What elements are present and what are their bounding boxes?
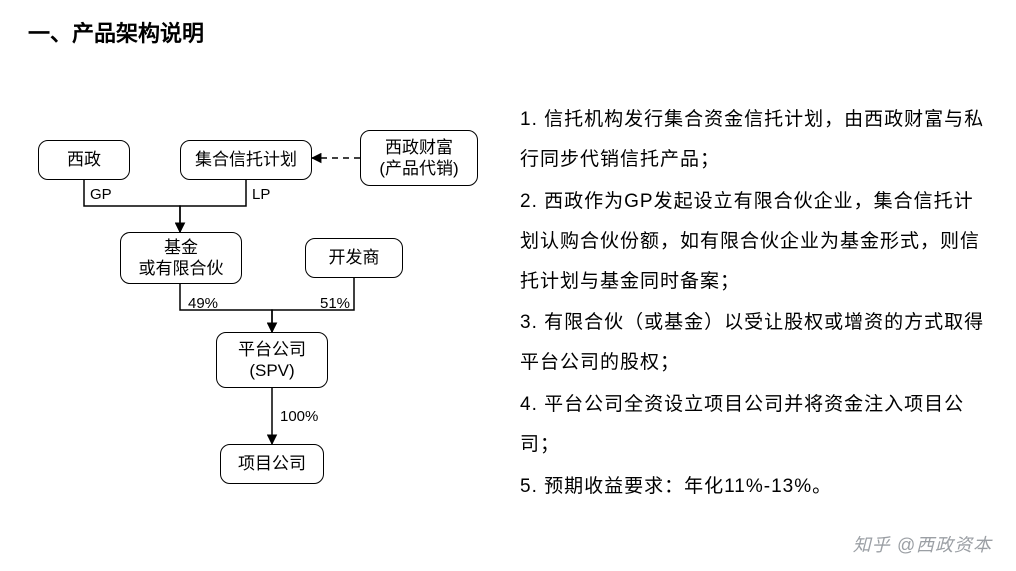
paragraph-1: 1. 信托机构发行集合资金信托计划，由西政财富与私行同步代销信托产品； bbox=[520, 100, 990, 180]
description-list: 1. 信托机构发行集合资金信托计划，由西政财富与私行同步代销信托产品；2. 西政… bbox=[520, 100, 990, 509]
paragraph-5: 5. 预期收益要求：年化11%-13%。 bbox=[520, 467, 990, 507]
edge-label-dev-spv: 51% bbox=[320, 295, 350, 312]
node-fund: 基金或有限合伙 bbox=[120, 232, 242, 284]
edge-label-trust-fund: LP bbox=[252, 186, 270, 203]
node-wealth: 西政财富(产品代销) bbox=[360, 130, 478, 186]
node-xizheng: 西政 bbox=[38, 140, 130, 180]
edge-label-spv-proj: 100% bbox=[280, 408, 318, 425]
node-proj: 项目公司 bbox=[220, 444, 324, 484]
paragraph-2: 2. 西政作为GP发起设立有限合伙企业，集合信托计划认购合伙份额，如有限合伙企业… bbox=[520, 182, 990, 302]
paragraph-3: 3. 有限合伙（或基金）以受让股权或增资的方式取得平台公司的股权； bbox=[520, 303, 990, 383]
flowchart: 西政 集合信托计划 西政财富(产品代销) 基金或有限合伙 开发商平台公司(SPV) 项目公… bbox=[20, 120, 500, 540]
edge-label-xizheng-fund: GP bbox=[90, 186, 112, 203]
node-spv: 平台公司(SPV) bbox=[216, 332, 328, 388]
edge-trust-fund bbox=[180, 180, 246, 232]
page-title: 一、产品架构说明 bbox=[28, 16, 204, 48]
watermark: 知乎 @西政资本 bbox=[853, 531, 992, 557]
node-trust: 集合信托计划 bbox=[180, 140, 312, 180]
paragraph-4: 4. 平台公司全资设立项目公司并将资金注入项目公司； bbox=[520, 385, 990, 465]
node-dev: 开发商 bbox=[305, 238, 403, 278]
edge-label-fund-spv: 49% bbox=[188, 295, 218, 312]
